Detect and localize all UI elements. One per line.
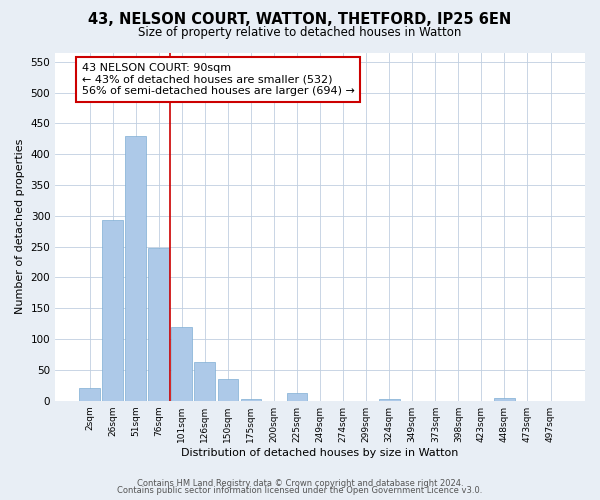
Bar xyxy=(194,362,215,401)
Bar xyxy=(79,388,100,400)
Bar xyxy=(102,220,123,400)
Text: Size of property relative to detached houses in Watton: Size of property relative to detached ho… xyxy=(139,26,461,39)
Y-axis label: Number of detached properties: Number of detached properties xyxy=(15,139,25,314)
Bar xyxy=(494,398,515,400)
Bar xyxy=(172,328,192,400)
Text: Contains HM Land Registry data © Crown copyright and database right 2024.: Contains HM Land Registry data © Crown c… xyxy=(137,478,463,488)
Text: 43 NELSON COURT: 90sqm
← 43% of detached houses are smaller (532)
56% of semi-de: 43 NELSON COURT: 90sqm ← 43% of detached… xyxy=(82,63,355,96)
Bar xyxy=(125,136,146,400)
Text: 43, NELSON COURT, WATTON, THETFORD, IP25 6EN: 43, NELSON COURT, WATTON, THETFORD, IP25… xyxy=(88,12,512,28)
Text: Contains public sector information licensed under the Open Government Licence v3: Contains public sector information licen… xyxy=(118,486,482,495)
Bar xyxy=(241,399,262,400)
Bar xyxy=(379,399,400,400)
Bar xyxy=(218,378,238,400)
Bar xyxy=(148,248,169,400)
Bar xyxy=(287,392,307,400)
X-axis label: Distribution of detached houses by size in Watton: Distribution of detached houses by size … xyxy=(181,448,459,458)
